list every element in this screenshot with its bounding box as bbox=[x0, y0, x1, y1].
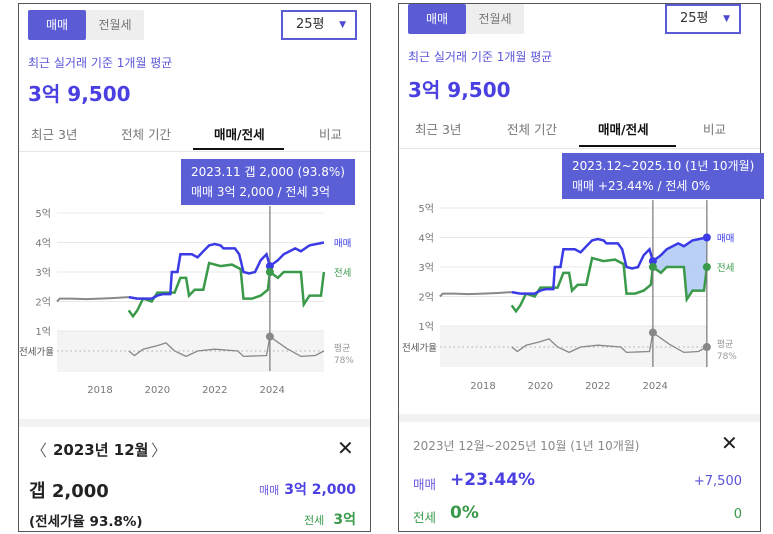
jeonse-label: 전세 bbox=[304, 514, 325, 527]
active-tab-underline bbox=[579, 145, 676, 147]
tab-all-period[interactable]: 전체 기간 bbox=[121, 127, 171, 142]
jeonse-value: 3억 bbox=[333, 512, 356, 528]
tab-compare[interactable]: 비교 bbox=[319, 127, 343, 142]
size-select-value: 25평 bbox=[296, 17, 325, 32]
tooltip-line2: 매매 +23.44% / 전세 0% bbox=[572, 179, 711, 193]
tab-recent-3y[interactable]: 최근 3년 bbox=[415, 122, 462, 137]
tab-sale-jeonse[interactable]: 매매/전세 bbox=[598, 122, 649, 137]
close-icon[interactable]: ✕ bbox=[721, 431, 738, 455]
tab-recent-3y[interactable]: 최근 3년 bbox=[31, 127, 78, 142]
sale-change-pct: +23.44% bbox=[450, 470, 536, 490]
size-select[interactable]: 25평 ▼ bbox=[665, 4, 741, 34]
tooltip-line1: 2023.11 갭 2,000 (93.8%) bbox=[191, 165, 345, 179]
jeonse-change-amount: 0 bbox=[733, 507, 742, 522]
section-divider bbox=[399, 414, 760, 422]
detail-month: 2023년 12월 bbox=[53, 441, 149, 459]
close-icon[interactable]: ✕ bbox=[337, 436, 354, 460]
section-divider bbox=[19, 419, 370, 427]
current-price: 3억 9,500 bbox=[28, 82, 131, 106]
tab-sale-jeonse[interactable]: 매매/전세 bbox=[214, 127, 265, 142]
tab-compare[interactable]: 비교 bbox=[703, 122, 727, 137]
right-panel: 매매 전월세 25평 ▼ 최근 실거래 기준 1개월 평균 3억 9,500 최근… bbox=[398, 3, 765, 532]
trade-type-toggle: 매매 전월세 bbox=[408, 4, 524, 34]
chevron-left-icon[interactable]: 〈 bbox=[31, 441, 48, 460]
tab-all-period[interactable]: 전체 기간 bbox=[507, 122, 557, 137]
sale-change-amount: +7,500 bbox=[693, 474, 742, 489]
price-subtitle: 최근 실거래 기준 1개월 평균 bbox=[28, 56, 173, 70]
left-panel: 매매 전월세 25평 ▼ 최근 실거래 기준 1개월 평균 3억 9,500 최근… bbox=[18, 3, 371, 532]
detail-range: 2023년 12월~2025년 10월 (1년 10개월) bbox=[413, 439, 640, 453]
caret-down-icon: ▼ bbox=[339, 20, 346, 30]
sale-label: 매매 bbox=[259, 484, 280, 497]
toggle-rent[interactable]: 전월세 bbox=[478, 12, 512, 26]
chart-tooltip: 2023.11 갭 2,000 (93.8%) 매매 3억 2,000 / 전세… bbox=[181, 159, 355, 205]
jeonse-change-pct: 0% bbox=[450, 503, 479, 523]
toggle-rent[interactable]: 전월세 bbox=[98, 18, 132, 32]
tooltip-line2: 매매 3억 2,000 / 전세 3억 bbox=[191, 185, 330, 199]
jeonse-label: 전세 bbox=[413, 510, 437, 525]
active-tab-underline bbox=[193, 148, 284, 150]
size-select-value: 25평 bbox=[680, 11, 709, 26]
caret-down-icon: ▼ bbox=[723, 14, 730, 24]
price-subtitle: 최근 실거래 기준 1개월 평균 bbox=[408, 50, 553, 64]
toggle-sale[interactable]: 매매 bbox=[28, 10, 86, 40]
chevron-right-icon[interactable]: 〉 bbox=[151, 441, 168, 460]
current-price: 3억 9,500 bbox=[408, 78, 511, 102]
trade-type-toggle: 매매 전월세 bbox=[28, 10, 144, 40]
size-select[interactable]: 25평 ▼ bbox=[281, 10, 357, 40]
tooltip-line1: 2023.12~2025.10 (1년 10개월) bbox=[572, 159, 755, 173]
gap-amount: 갭 2,000 bbox=[29, 481, 109, 502]
toggle-sale[interactable]: 매매 bbox=[408, 4, 466, 34]
jeonse-ratio: (전세가율 93.8%) bbox=[29, 514, 143, 530]
chart-tooltip: 2023.12~2025.10 (1년 10개월) 매매 +23.44% / 전… bbox=[562, 153, 765, 199]
sale-label: 매매 bbox=[413, 477, 437, 492]
sale-value: 3억 2,000 bbox=[284, 482, 356, 498]
